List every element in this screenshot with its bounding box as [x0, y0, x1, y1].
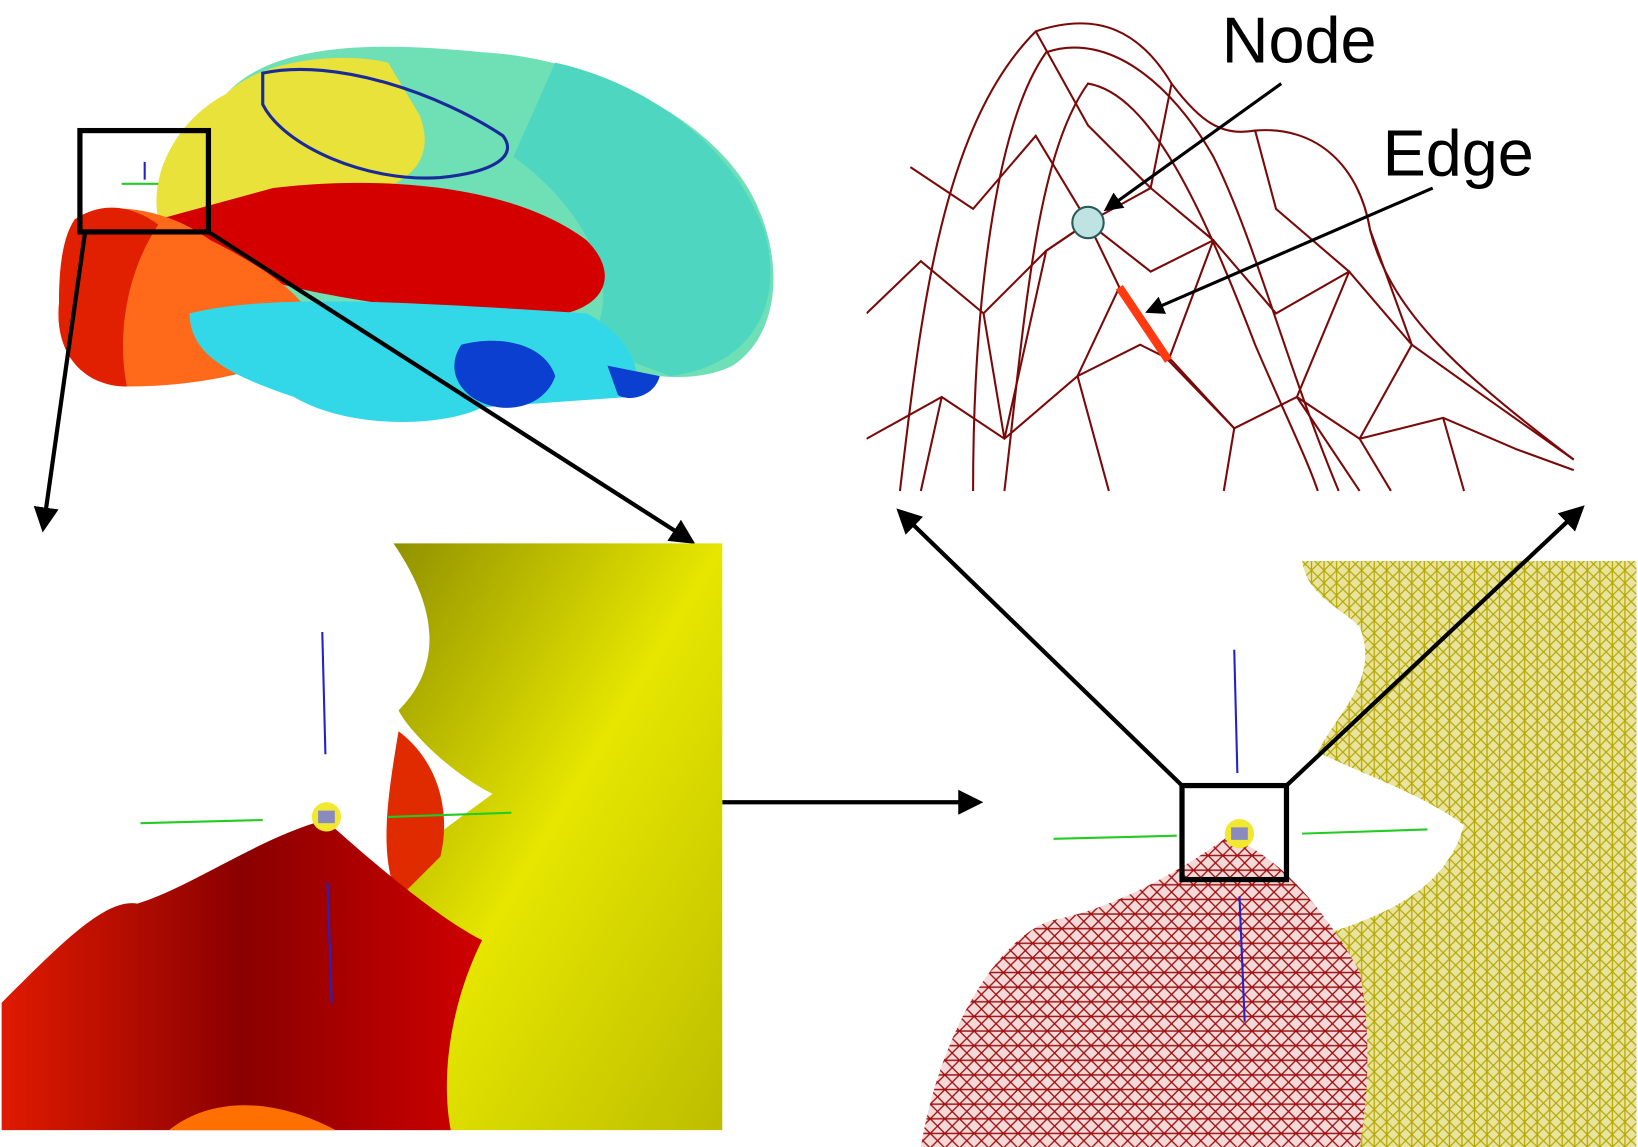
- mesh-detail: [866, 22, 1575, 492]
- wireframe-surface: [920, 560, 1637, 1147]
- node-highlight: [1071, 205, 1105, 240]
- node-pointer: [1103, 82, 1283, 212]
- edge-pointer: [1145, 186, 1434, 314]
- zoom-arrow: [1285, 505, 1585, 788]
- node-label: Node: [1222, 4, 1377, 77]
- edge-label: Edge: [1383, 116, 1534, 189]
- zoomed-surface: [1, 543, 723, 1131]
- zoom-arrow: [896, 508, 1184, 788]
- zoom-arrow: [207, 230, 696, 544]
- edge-highlight: [1115, 284, 1172, 363]
- zoom-arrow: [33, 231, 88, 533]
